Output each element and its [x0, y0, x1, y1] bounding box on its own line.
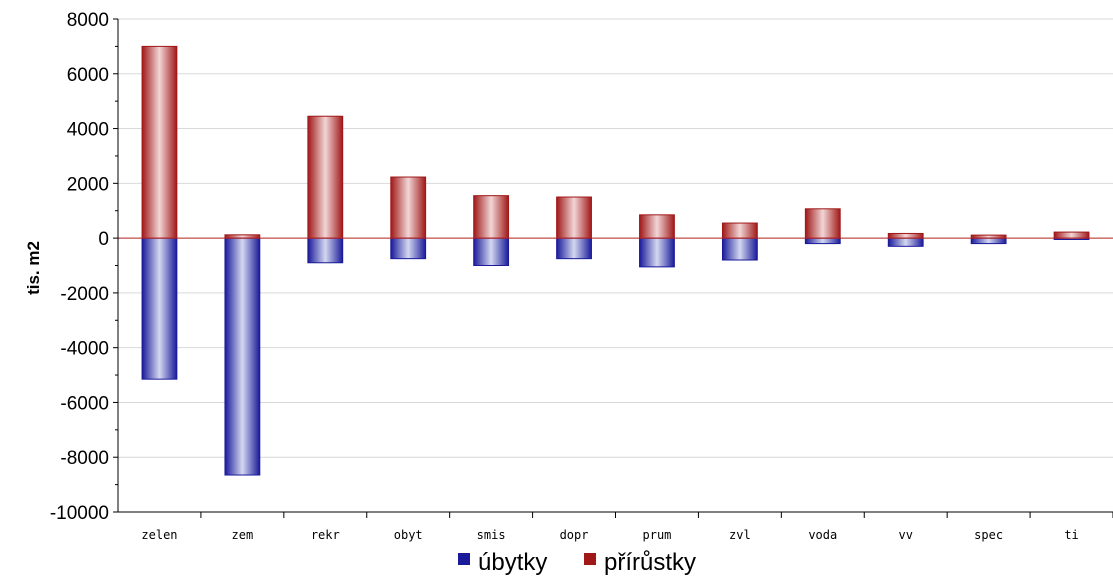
y-axis-label: tis. m2 — [24, 241, 43, 295]
bar-dopr-ubytky — [556, 237, 592, 260]
axes — [113, 18, 1113, 518]
bar-zelen-ubytky — [141, 237, 178, 380]
bar-vv-prirustky — [887, 232, 924, 239]
bar-prum-prirustky — [639, 214, 675, 239]
x-tick-label: voda — [808, 528, 837, 542]
bar-zelen-prirustky — [141, 45, 178, 239]
bar-zem-ubytky — [224, 237, 261, 476]
bar-voda-ubytky — [804, 237, 841, 245]
bar-rekr-ubytky — [307, 237, 344, 264]
legend-swatch — [458, 553, 470, 565]
y-tick-label: 0 — [98, 229, 109, 250]
y-tick-label: -2000 — [60, 284, 109, 305]
legend-swatch — [584, 553, 596, 565]
x-tick-label: zvl — [729, 528, 751, 542]
y-tick-label: 8000 — [67, 10, 109, 31]
y-tick-label: -10000 — [50, 503, 109, 524]
bar-zvl-ubytky — [721, 237, 758, 261]
bar-vv-ubytky — [887, 237, 924, 247]
bar-dopr-prirustky — [556, 196, 592, 239]
y-tick-label: -4000 — [60, 339, 109, 360]
gridlines — [118, 18, 1113, 513]
x-tick-label: prum — [643, 528, 672, 542]
bar-ti-prirustky — [1053, 231, 1090, 239]
y-tick-label: -8000 — [60, 448, 109, 469]
bar-prum-ubytky — [639, 237, 675, 268]
bar-rekr-prirustky — [307, 115, 344, 239]
bar-voda-prirustky — [804, 208, 841, 239]
legend-label: úbytky — [478, 549, 547, 576]
y-tick-label: -6000 — [60, 393, 109, 414]
bar-zvl-prirustky — [721, 222, 758, 239]
bar-obyt-ubytky — [390, 237, 427, 260]
bar-smis-ubytky — [473, 237, 510, 267]
y-tick-label: 2000 — [67, 174, 109, 195]
x-tick-label: spec — [974, 528, 1003, 542]
x-tick-label: smis — [477, 528, 506, 542]
bar-obyt-prirustky — [390, 176, 427, 239]
y-tick-label: 4000 — [67, 120, 109, 141]
x-tick-label: zelen — [141, 528, 177, 542]
x-tick-label: obyt — [394, 528, 423, 542]
x-tick-label: rekr — [311, 528, 340, 542]
x-tick-label: dopr — [560, 528, 589, 542]
bar-spec-ubytky — [970, 237, 1007, 245]
x-tick-label: ti — [1064, 528, 1078, 542]
x-tick-label: vv — [898, 528, 912, 542]
bars — [118, 45, 1113, 476]
legend: úbytky přírůstky — [458, 549, 696, 576]
tick-labels: 8000 6000 4000 2000 0 -2000 -4000 -6000 -8000 -10… — [50, 10, 1079, 542]
bar-smis-prirustky — [473, 195, 510, 239]
legend-label: přírůstky — [604, 549, 696, 576]
y-tick-label: 6000 — [67, 65, 109, 86]
x-tick-label: zem — [232, 528, 254, 542]
